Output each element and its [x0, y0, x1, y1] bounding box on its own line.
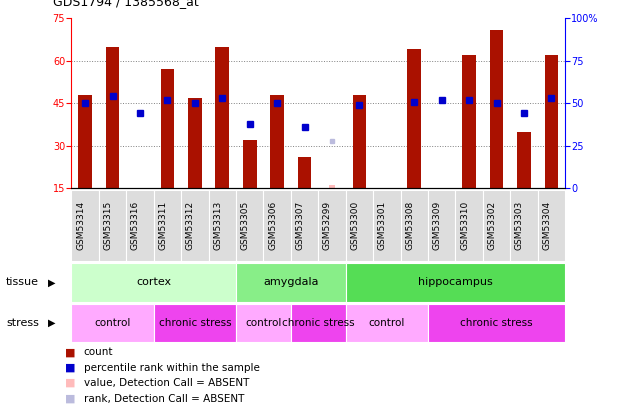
Bar — [270, 95, 284, 188]
Bar — [99, 190, 126, 261]
Text: hippocampus: hippocampus — [418, 277, 493, 288]
Bar — [455, 190, 483, 261]
Text: ▶: ▶ — [48, 277, 55, 288]
Text: percentile rank within the sample: percentile rank within the sample — [84, 363, 260, 373]
Text: tissue: tissue — [6, 277, 39, 288]
Text: GSM53306: GSM53306 — [268, 201, 277, 250]
Text: count: count — [84, 347, 114, 357]
Bar — [428, 304, 565, 342]
Text: GSM53301: GSM53301 — [378, 201, 387, 250]
Text: control: control — [245, 318, 281, 328]
Bar — [428, 190, 455, 261]
Text: value, Detection Call = ABSENT: value, Detection Call = ABSENT — [84, 378, 249, 388]
Text: chronic stress: chronic stress — [158, 318, 231, 328]
Bar — [373, 190, 401, 261]
Text: GSM53307: GSM53307 — [296, 201, 304, 250]
Bar — [545, 55, 558, 188]
Bar — [71, 190, 99, 261]
Bar — [243, 140, 256, 188]
Bar — [106, 47, 119, 188]
Bar — [483, 190, 510, 261]
Bar — [78, 95, 92, 188]
Bar — [291, 190, 318, 261]
Text: ■: ■ — [65, 394, 76, 403]
Text: GSM53302: GSM53302 — [487, 201, 497, 250]
Bar — [71, 263, 236, 302]
Text: GSM53312: GSM53312 — [186, 201, 195, 250]
Bar — [346, 263, 565, 302]
Text: GSM53313: GSM53313 — [213, 201, 222, 250]
Bar — [209, 190, 236, 261]
Bar — [346, 304, 428, 342]
Text: GSM53314: GSM53314 — [76, 201, 85, 250]
Text: GSM53310: GSM53310 — [460, 201, 469, 250]
Text: GSM53303: GSM53303 — [515, 201, 524, 250]
Bar — [236, 263, 346, 302]
Bar — [318, 190, 346, 261]
Text: ■: ■ — [65, 347, 76, 357]
Bar — [401, 190, 428, 261]
Bar — [161, 69, 175, 188]
Text: chronic stress: chronic stress — [282, 318, 355, 328]
Text: ■: ■ — [65, 363, 76, 373]
Bar — [490, 30, 504, 188]
Text: GSM53308: GSM53308 — [406, 201, 414, 250]
Text: GSM53316: GSM53316 — [131, 201, 140, 250]
Text: GSM53305: GSM53305 — [241, 201, 250, 250]
Text: GSM53311: GSM53311 — [158, 201, 168, 250]
Bar — [407, 49, 421, 188]
Bar — [71, 304, 154, 342]
Bar — [188, 98, 202, 188]
Bar — [215, 47, 229, 188]
Bar — [154, 190, 181, 261]
Text: GSM53304: GSM53304 — [542, 201, 551, 250]
Text: control: control — [94, 318, 131, 328]
Bar — [297, 157, 311, 188]
Bar — [126, 190, 154, 261]
Bar — [181, 190, 209, 261]
Text: ■: ■ — [65, 378, 76, 388]
Bar — [538, 190, 565, 261]
Bar — [263, 190, 291, 261]
Text: ▶: ▶ — [48, 318, 55, 328]
Text: cortex: cortex — [136, 277, 171, 288]
Bar — [236, 304, 291, 342]
Text: GDS1794 / 1385568_at: GDS1794 / 1385568_at — [53, 0, 199, 8]
Text: GSM53299: GSM53299 — [323, 201, 332, 250]
Bar — [154, 304, 236, 342]
Text: control: control — [369, 318, 405, 328]
Bar — [510, 190, 538, 261]
Bar — [517, 132, 531, 188]
Text: GSM53315: GSM53315 — [104, 201, 112, 250]
Bar — [329, 185, 335, 188]
Bar — [346, 190, 373, 261]
Text: stress: stress — [6, 318, 39, 328]
Bar — [291, 304, 346, 342]
Text: chronic stress: chronic stress — [460, 318, 533, 328]
Bar — [236, 190, 263, 261]
Bar — [353, 95, 366, 188]
Text: GSM53300: GSM53300 — [350, 201, 360, 250]
Text: rank, Detection Call = ABSENT: rank, Detection Call = ABSENT — [84, 394, 244, 403]
Text: GSM53309: GSM53309 — [433, 201, 442, 250]
Bar — [462, 55, 476, 188]
Text: amygdala: amygdala — [263, 277, 319, 288]
